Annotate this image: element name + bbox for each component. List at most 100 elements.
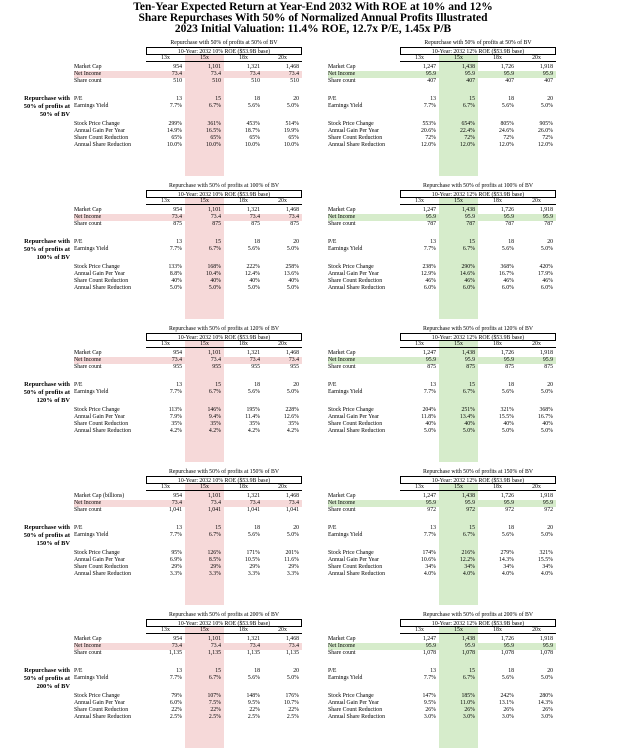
column-header-15x: 15x [185,198,224,205]
cell-ey: 5.0% [286,675,299,681]
cell-scr: 40% [503,421,514,427]
roe-12-panel: Repurchase with 50% of profits at 150% o… [328,469,556,605]
cell-asr: 5.0% [169,285,182,291]
scenario-side-label: Repurchase with [24,524,70,531]
cell-pe: 20 [547,525,553,531]
row-label-ey: Earnings Yield [328,103,363,109]
cell-share-count: 1,041 [246,507,260,513]
scenario-side-label: 100% of BV [36,254,70,261]
cell-scr: 29% [171,564,182,570]
cell-agy: 12.4% [245,271,260,277]
roe-10-panel: Repurchase with 50% of profits at 150% o… [74,469,302,605]
net-income-row-highlight [328,500,556,507]
panel-header: Repurchase with 50% of profits at 120% o… [422,326,534,332]
cell-ey: 5.6% [501,389,514,395]
row-label-agy: Annual Gain Per Year [74,271,125,277]
cell-scr: 46% [542,278,553,284]
cell-spc: 201% [285,550,299,556]
cell-pe: 13 [430,239,436,245]
cell-scr: 22% [171,707,182,713]
cell-ey: 5.6% [501,246,514,252]
cell-net-income: 73.4 [249,500,260,506]
cell-market-cap: 1,101 [207,636,221,642]
cell-market-cap: 1,726 [500,350,514,356]
scenario-side-label: 150% of BV [36,540,70,547]
cell-ey: 5.6% [247,389,260,395]
cell-spc: 79% [171,693,182,699]
page-title-line-2: Share Repurchases With 50% of Normalized… [138,12,488,24]
column-header-18x: 18x [478,198,517,205]
cell-asr: 4.0% [501,571,514,577]
cell-scr: 26% [464,707,475,713]
cell-market-cap: 1,247 [422,207,436,213]
row-label-scr: Share Count Reduction [328,421,383,427]
row-label-scr: Share Count Reduction [74,135,129,141]
row-label-pe: P/E [328,239,337,245]
row-label-agy: Annual Gain Per Year [74,557,125,563]
row-label-share-count: Share count [74,507,102,513]
scenario-side-label: 50% of profits at [23,532,70,539]
panel-header: Repurchase with 50% of profits at 200% o… [168,612,280,618]
net-income-row-highlight [328,357,556,364]
cell-pe: 18 [508,668,514,674]
cell-net-income: 73.4 [288,214,299,220]
cell-share-count: 407 [505,78,514,84]
cell-market-cap: 1,726 [500,493,514,499]
cell-net-income: 95.9 [542,71,553,77]
cell-ey: 5.6% [247,246,260,252]
row-label-agy: Annual Gain Per Year [328,414,379,420]
row-label-agy: Annual Gain Per Year [328,271,379,277]
cell-spc: 238% [422,264,436,270]
cell-ey: 6.7% [208,103,221,109]
cell-scr: 35% [171,421,182,427]
cell-asr: 4.2% [208,428,221,434]
row-label-agy: Annual Gain Per Year [328,128,379,134]
cell-net-income: 95.9 [425,357,436,363]
cell-market-cap: 954 [173,350,182,356]
row-label-net-income: Net Income [328,500,356,506]
cell-spc: 279% [500,550,514,556]
cell-share-count: 875 [427,364,436,370]
cell-agy: 10.4% [206,271,221,277]
column-header-13x: 13x [146,627,185,634]
cell-share-count: 875 [173,221,182,227]
cell-market-cap: 1,468 [285,207,299,213]
column-header-20x: 20x [263,341,302,348]
cell-pe: 13 [176,668,182,674]
cell-share-count: 1,041 [207,507,221,513]
cell-pe: 18 [508,96,514,102]
cell-ey: 5.0% [286,389,299,395]
cell-spc: 321% [539,550,553,556]
cell-scr: 40% [210,278,221,284]
cell-share-count: 787 [544,221,553,227]
cell-pe: 18 [508,525,514,531]
row-label-scr: Share Count Reduction [328,564,383,570]
cell-scr: 22% [210,707,221,713]
cell-net-income: 95.9 [425,500,436,506]
cell-share-count: 1,041 [168,507,182,513]
row-label-market-cap: Market Cap [328,493,356,499]
column-header-15x: 15x [185,484,224,491]
row-label-scr: Share Count Reduction [74,564,129,570]
cell-agy: 15.5% [538,557,553,563]
cell-market-cap: 1,438 [461,350,475,356]
cell-pe: 15 [469,525,475,531]
cell-scr: 26% [503,707,514,713]
cell-market-cap: 1,438 [461,207,475,213]
cell-ey: 7.7% [169,246,182,252]
row-label-asr: Annual Share Reduction [74,714,131,720]
row-label-spc: Stock Price Change [74,550,120,556]
cell-agy: 14.9% [167,128,182,134]
row-label-net-income: Net Income [74,357,102,363]
cell-share-count: 875 [212,221,221,227]
row-label-asr: Annual Share Reduction [74,571,131,577]
cell-net-income: 73.4 [171,643,182,649]
cell-ey: 5.6% [501,532,514,538]
cell-net-income: 73.4 [288,643,299,649]
cell-share-count: 972 [505,507,514,513]
column-header-18x: 18x [478,484,517,491]
cell-asr: 10.0% [206,142,221,148]
cell-market-cap: 1,101 [207,64,221,70]
cell-share-count: 407 [466,78,475,84]
cell-asr: 2.5% [247,714,260,720]
